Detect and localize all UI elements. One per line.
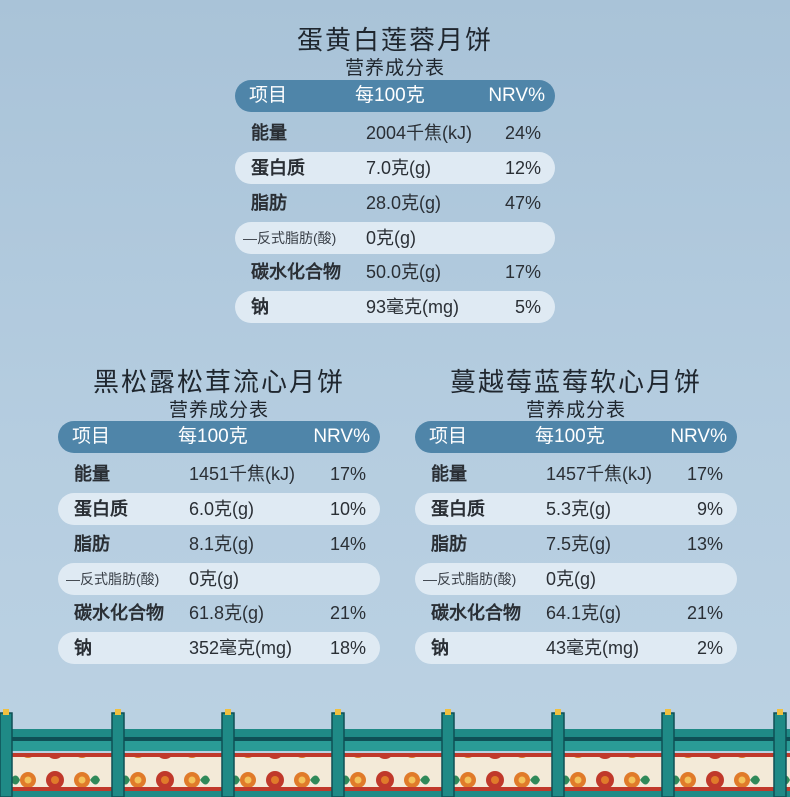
header-item: 项目 xyxy=(249,85,288,106)
table-row: 碳水化合物 61.8克(g) 21% xyxy=(58,597,380,629)
row-value: 7.0克(g) xyxy=(366,158,432,178)
table-row: —反式脂肪(酸) 0克(g) xyxy=(235,222,555,254)
header-nrv: NRV% xyxy=(488,85,545,106)
row-value: 0克(g) xyxy=(189,569,240,589)
header-item: 项目 xyxy=(72,426,111,447)
row-nrv: 18% xyxy=(329,638,366,658)
row-nrv: 2% xyxy=(696,638,723,658)
table-row: 钠 43毫克(mg) 2% xyxy=(415,632,737,664)
row-value: 43毫克(mg) xyxy=(546,638,640,658)
row-item: 能量 xyxy=(431,464,467,484)
row-item: 能量 xyxy=(74,464,110,484)
row-value: 0克(g) xyxy=(546,569,597,589)
row-nrv: 13% xyxy=(686,534,723,554)
row-item: 钠 xyxy=(251,297,269,317)
decorative-fence-border xyxy=(0,709,790,797)
row-item: 碳水化合物 xyxy=(251,262,341,282)
row-value: 0克(g) xyxy=(366,228,417,248)
panel-subtitle: 营养成分表 xyxy=(525,400,626,421)
table-header: 项目 每100克 NRV% xyxy=(58,421,380,453)
table-row: 蛋白质 7.0克(g) 12% xyxy=(235,152,555,184)
header-nrv: NRV% xyxy=(313,426,370,447)
row-nrv: 21% xyxy=(686,603,723,623)
panel-title: 蛋黄白莲蓉月饼 xyxy=(296,25,493,55)
table-row: 碳水化合物 64.1克(g) 21% xyxy=(415,597,737,629)
row-item: 脂肪 xyxy=(431,534,467,554)
row-nrv: 5% xyxy=(514,297,541,317)
row-item: 蛋白质 xyxy=(251,158,305,178)
row-nrv: 9% xyxy=(696,499,723,519)
row-value: 8.1克(g) xyxy=(189,534,255,554)
panel-title: 黑松露松茸流心月饼 xyxy=(92,367,345,397)
row-value: 28.0克(g) xyxy=(366,193,442,213)
table-header: 项目 每100克 NRV% xyxy=(415,421,737,453)
row-item: 能量 xyxy=(251,123,287,143)
row-value: 50.0克(g) xyxy=(366,262,442,282)
row-item: 脂肪 xyxy=(251,193,287,213)
row-nrv: 17% xyxy=(686,464,723,484)
table-row: 钠 352毫克(mg) 18% xyxy=(58,632,380,664)
table-row: 蛋白质 5.3克(g) 9% xyxy=(415,493,737,525)
table-row: —反式脂肪(酸) 0克(g) xyxy=(415,563,737,595)
table-row: 脂肪 28.0克(g) 47% xyxy=(235,187,555,219)
row-nrv: 10% xyxy=(329,499,366,519)
row-item: 蛋白质 xyxy=(74,499,128,519)
table-row: 能量 1451千焦(kJ) 17% xyxy=(58,458,380,490)
row-nrv: 12% xyxy=(504,158,541,178)
row-value: 1451千焦(kJ) xyxy=(189,464,296,484)
nutrition-panel-2: 黑松露松茸流心月饼 营养成分表 项目 每100克 NRV% 能量 1451千焦(… xyxy=(58,340,380,670)
row-nrv: 14% xyxy=(329,534,366,554)
panel-subtitle: 营养成分表 xyxy=(344,58,445,79)
table-row: —反式脂肪(酸) 0克(g) xyxy=(58,563,380,595)
row-nrv: 21% xyxy=(329,603,366,623)
table-row: 能量 1457千焦(kJ) 17% xyxy=(415,458,737,490)
nutrition-panel-1: 蛋黄白莲蓉月饼 营养成分表 项目 每100克 NRV% 能量 2004千焦(kJ… xyxy=(235,0,555,330)
row-value: 7.5克(g) xyxy=(546,534,612,554)
panel-subtitle: 营养成分表 xyxy=(168,400,269,421)
row-value: 5.3克(g) xyxy=(546,499,612,519)
row-nrv: 17% xyxy=(329,464,366,484)
table-header: 项目 每100克 NRV% xyxy=(235,80,555,112)
header-nrv: NRV% xyxy=(670,426,727,447)
row-value: 1457千焦(kJ) xyxy=(546,464,653,484)
table-row: 脂肪 7.5克(g) 13% xyxy=(415,528,737,560)
row-nrv: 17% xyxy=(504,262,541,282)
row-value: 2004千焦(kJ) xyxy=(366,123,473,143)
panel-title: 蔓越莓蓝莓软心月饼 xyxy=(449,367,702,397)
row-item: 钠 xyxy=(74,638,92,658)
row-item: 碳水化合物 xyxy=(74,603,164,623)
row-value: 352毫克(mg) xyxy=(189,638,293,658)
row-item: 碳水化合物 xyxy=(431,603,521,623)
header-per100g: 每100克 xyxy=(178,426,248,447)
row-item: 脂肪 xyxy=(74,534,110,554)
row-item: —反式脂肪(酸) xyxy=(243,230,337,246)
row-value: 61.8克(g) xyxy=(189,603,265,623)
row-value: 64.1克(g) xyxy=(546,603,622,623)
header-per100g: 每100克 xyxy=(355,85,425,106)
nutrition-panel-3: 蔓越莓蓝莓软心月饼 营养成分表 项目 每100克 NRV% 能量 1457千焦(… xyxy=(415,340,737,670)
table-row: 能量 2004千焦(kJ) 24% xyxy=(235,117,555,149)
row-value: 6.0克(g) xyxy=(189,499,255,519)
table-row: 蛋白质 6.0克(g) 10% xyxy=(58,493,380,525)
row-nrv: 24% xyxy=(504,123,541,143)
header-per100g: 每100克 xyxy=(535,426,605,447)
row-nrv: 47% xyxy=(504,193,541,213)
row-item: 钠 xyxy=(431,638,449,658)
row-item: 蛋白质 xyxy=(431,499,485,519)
table-row: 碳水化合物 50.0克(g) 17% xyxy=(235,256,555,288)
header-item: 项目 xyxy=(429,426,468,447)
row-item: —反式脂肪(酸) xyxy=(423,571,517,587)
row-item: —反式脂肪(酸) xyxy=(66,571,160,587)
table-row: 脂肪 8.1克(g) 14% xyxy=(58,528,380,560)
table-row: 钠 93毫克(mg) 5% xyxy=(235,291,555,323)
row-value: 93毫克(mg) xyxy=(366,297,460,317)
